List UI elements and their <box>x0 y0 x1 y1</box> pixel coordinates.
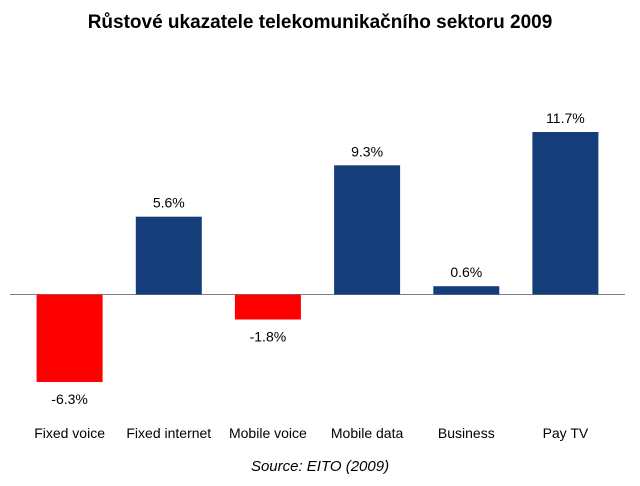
category-label: Mobile voice <box>229 425 307 441</box>
category-label: Mobile data <box>331 425 404 441</box>
bar-business <box>433 286 500 295</box>
category-label: Fixed voice <box>34 425 105 441</box>
bar-fixed-voice <box>36 294 103 382</box>
category-label: Fixed internet <box>126 425 211 441</box>
bar-fixed-internet <box>135 216 202 295</box>
category-label: Business <box>438 425 495 441</box>
chart-title: Růstové ukazatele telekomunikačního sekt… <box>87 12 553 33</box>
data-label: 11.7% <box>546 110 585 126</box>
bar-pay-tv <box>532 132 599 295</box>
bar-mobile-data <box>334 165 401 295</box>
data-label: -1.8% <box>250 329 287 345</box>
data-label: 9.3% <box>351 143 383 159</box>
bar-mobile-voice <box>234 294 301 320</box>
data-label: -6.3% <box>51 391 88 407</box>
data-label: 0.6% <box>450 264 482 280</box>
chart-source: Source: EITO (2009) <box>250 458 390 475</box>
category-label: Pay TV <box>543 425 589 441</box>
data-label: 5.6% <box>153 195 185 211</box>
